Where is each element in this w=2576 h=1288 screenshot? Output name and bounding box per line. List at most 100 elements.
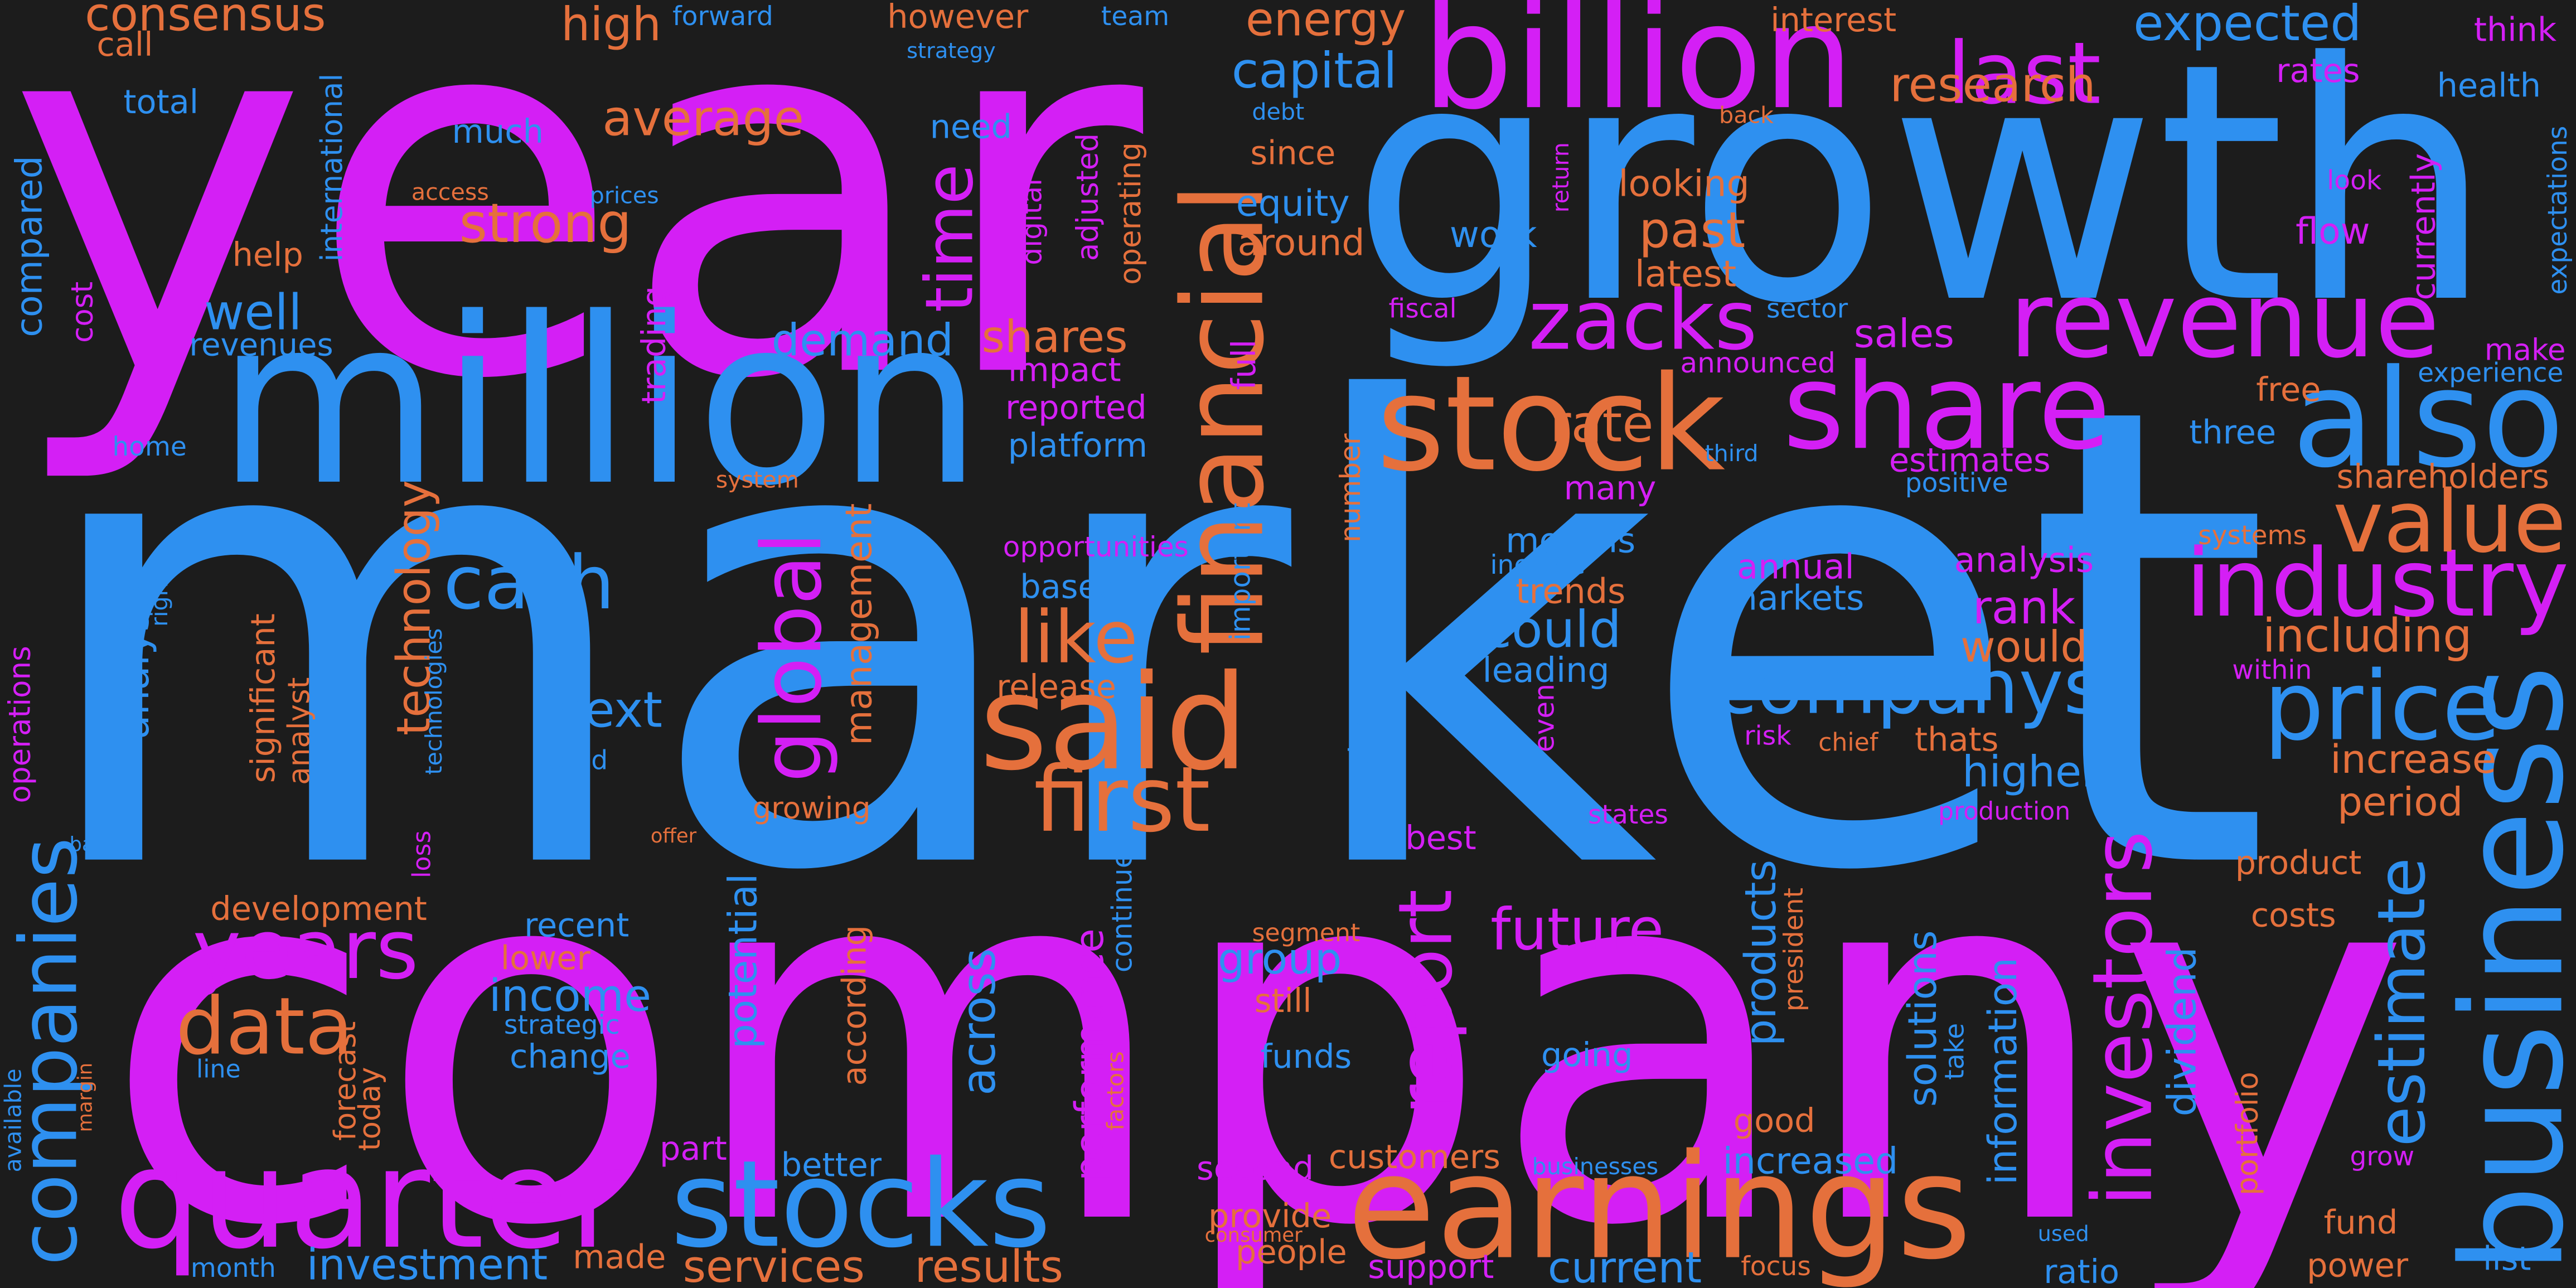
word: latest [1635,254,1736,296]
word: management [838,503,880,745]
word: include [1490,550,1585,580]
word: operating [1113,142,1147,285]
word: portfolio [2230,1072,2265,1195]
word: demand [772,314,954,366]
word: across [952,948,1006,1095]
word: last [1947,25,2101,124]
word: international [314,74,349,262]
word: technology [388,480,441,735]
word: report [1383,889,1469,1115]
word: products [1736,860,1786,1046]
word: experience [2418,357,2563,388]
word: line [196,1055,241,1084]
word: equity [1236,183,1350,225]
word: results [915,1241,1064,1288]
word: said [980,646,1248,800]
word: made [573,1238,666,1276]
word: annual [1737,547,1854,587]
word: service [1343,711,1378,817]
word: product [2235,843,2362,882]
word: data [176,981,354,1073]
word: markets [1724,578,1865,618]
word: expectations [2543,126,2573,295]
word: strategic [504,1010,620,1040]
word: financial [1159,183,1289,655]
word: capital [1232,42,1397,99]
word: look [2327,166,2382,196]
word: strategy [907,38,996,64]
word: funds [1261,1037,1352,1076]
word: period [2337,778,2463,825]
word: ratio [2044,1252,2119,1288]
word: next [553,681,662,738]
word: best [1405,819,1476,857]
word: health [2437,66,2541,105]
word: full [1224,340,1263,390]
word: provide [1208,1197,1331,1235]
word: consumer [1205,1224,1302,1247]
word: even [1528,684,1561,752]
word: price [2264,651,2501,762]
word: power [2307,1246,2409,1284]
word: including [2263,609,2472,662]
word: dividend [2158,947,2205,1116]
word: think [2474,11,2556,49]
word: sector [1766,293,1848,324]
word: could [1484,599,1621,659]
word: part [660,1129,727,1168]
word: announced [1680,347,1835,379]
word: first [1034,748,1210,853]
word: business [2433,665,2576,1274]
word: lower [501,938,591,977]
word: right [146,573,173,627]
word: would [1960,622,2088,672]
word: operations [2,646,37,803]
word: recent [524,906,629,944]
word: group [1218,934,1342,984]
word: opportunities [1003,531,1189,563]
word: risk [1744,721,1791,752]
word: total [123,83,198,121]
word: many [1564,469,1657,507]
word: years [192,902,418,998]
word: debt [1252,98,1304,125]
word: three [2189,413,2276,451]
word: investment [307,1240,548,1288]
word: fund [2324,1203,2398,1242]
word: increased [1723,1141,1898,1183]
word: past [1639,201,1745,259]
word: earnings [1347,1124,1972,1288]
word: according [835,925,874,1086]
word: stock [1377,347,1726,501]
word: team [1101,1,1169,32]
word: energy [1246,0,1406,46]
word: stocks [671,1134,1052,1274]
word: used [2038,1221,2089,1246]
word: analyst [282,677,316,785]
word: adjusted [1071,133,1105,261]
word: grow [2350,1141,2415,1172]
word: change [510,1037,631,1076]
word: access [411,179,489,206]
word: margin [74,1063,97,1132]
word: continue [1106,851,1138,972]
word: increase [2330,736,2496,782]
word: compared [9,156,51,337]
word: better [781,1146,882,1184]
word: since [1250,134,1335,172]
word: around [1238,222,1365,264]
word: people [1236,1233,1347,1271]
word: income [489,970,651,1021]
word: revenues [189,327,333,363]
word: system [716,466,799,493]
word: significant [244,613,282,783]
word: average [602,90,804,147]
word: states [1588,800,1668,830]
word: estimate [2364,858,2440,1147]
word: help [233,235,303,274]
word: bank [69,833,118,856]
word: time [912,164,988,312]
word: quarter [114,1119,626,1280]
word: shareholders [2337,457,2550,496]
word: shares [982,311,1128,363]
